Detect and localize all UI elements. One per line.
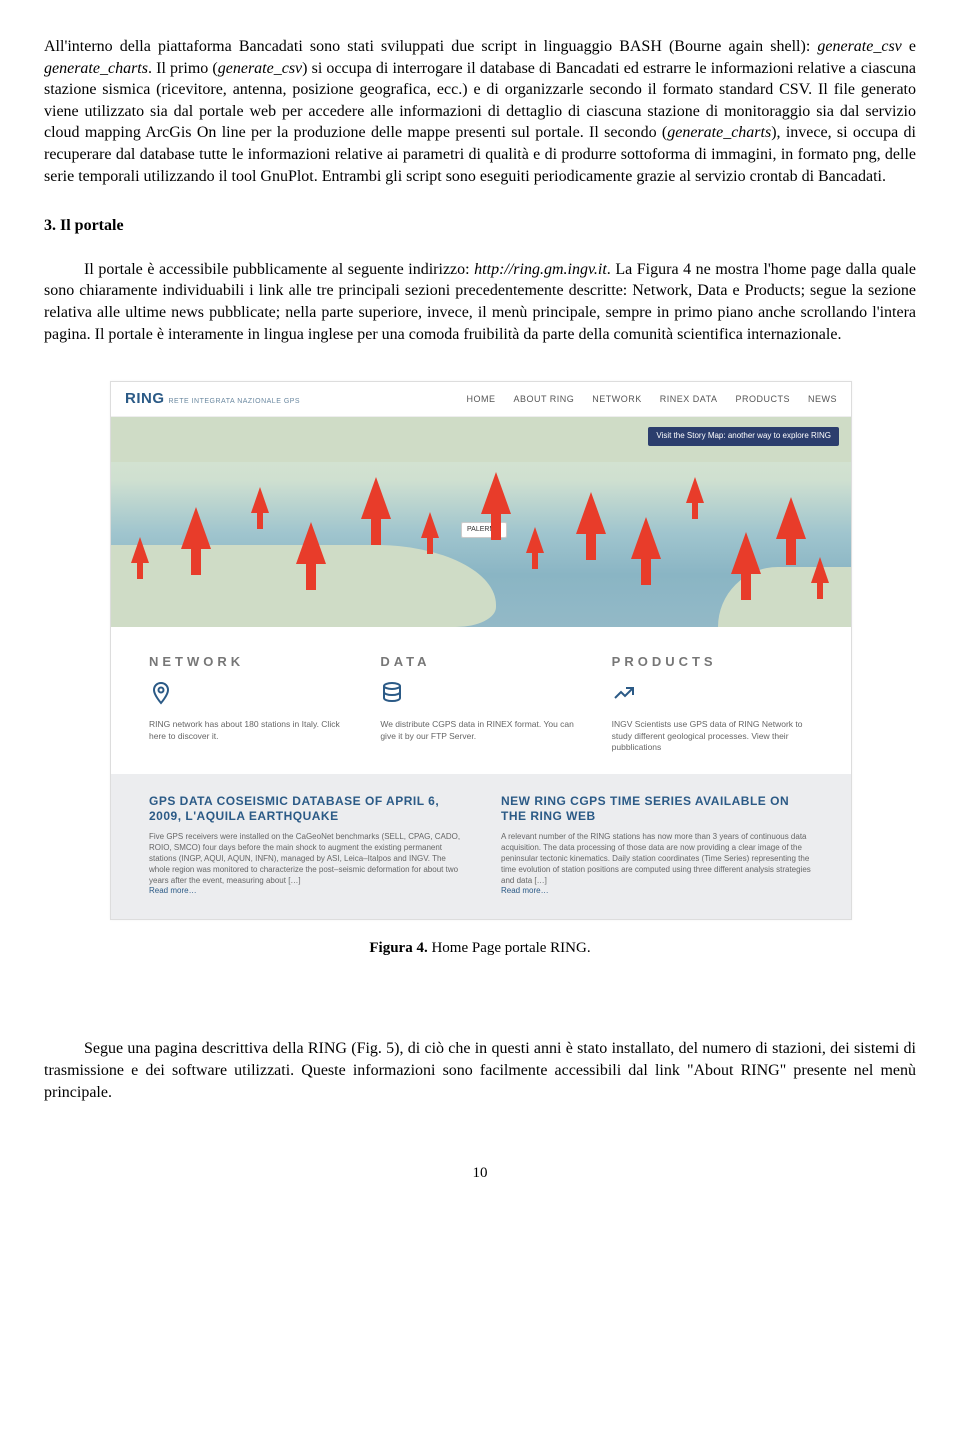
- site-header: RING RETE INTEGRATA NAZIONALE GPS HOME AB…: [111, 382, 851, 417]
- news-section: GPS DATA COSEISMIC DATABASE OF APRIL 6, …: [111, 774, 851, 919]
- script-name: generate_charts: [44, 60, 148, 77]
- pin-icon: [149, 681, 173, 711]
- text: Segue una pagina descrittiva della RING …: [44, 1040, 916, 1100]
- station-arrows: [111, 417, 851, 627]
- station-arrow-icon: [421, 512, 439, 538]
- station-arrow-icon: [361, 477, 391, 519]
- card-text: We distribute CGPS data in RINEX format.…: [380, 719, 581, 743]
- figure-4: RING RETE INTEGRATA NAZIONALE GPS HOME AB…: [110, 381, 850, 958]
- nav-item[interactable]: ABOUT RING: [513, 393, 574, 405]
- hero-map: Visit the Story Map: another way to expl…: [111, 417, 851, 627]
- read-more-link[interactable]: Read more…: [501, 886, 549, 895]
- main-nav: HOME ABOUT RING NETWORK RINEX DATA PRODUCTS N…: [466, 393, 837, 405]
- chart-icon: [612, 681, 636, 711]
- station-arrow-icon: [526, 527, 544, 553]
- news-title: GPS DATA COSEISMIC DATABASE OF APRIL 6, …: [149, 794, 461, 824]
- card-text: RING network has about 180 stations in I…: [149, 719, 350, 743]
- url: http://ring.gm.ingv.it: [474, 261, 607, 278]
- text: Il portale è accessibile pubblicamente a…: [84, 261, 474, 278]
- card[interactable]: NETWORK RING network has about 180 statio…: [149, 653, 350, 754]
- news-title: NEW RING CGPS TIME SERIES AVAILABLE ON T…: [501, 794, 813, 824]
- news-item: NEW RING CGPS TIME SERIES AVAILABLE ON T…: [501, 794, 813, 897]
- card-title: NETWORK: [149, 653, 350, 671]
- station-arrow-icon: [296, 522, 326, 564]
- card-title: DATA: [380, 653, 581, 671]
- logo-text: RING: [125, 389, 165, 409]
- station-arrow-icon: [251, 487, 269, 513]
- read-more-link[interactable]: Read more…: [149, 886, 197, 895]
- nav-item[interactable]: PRODUCTS: [735, 393, 790, 405]
- caption-text: Home Page portale RING.: [428, 940, 591, 956]
- figure-caption: Figura 4. Home Page portale RING.: [110, 938, 850, 958]
- card[interactable]: PRODUCTS INGV Scientists use GPS data of …: [612, 653, 813, 754]
- nav-item[interactable]: NEWS: [808, 393, 837, 405]
- caption-label: Figura 4.: [369, 940, 427, 956]
- ring-logo: RING RETE INTEGRATA NAZIONALE GPS: [125, 389, 300, 409]
- section-heading: 3. Il portale: [44, 215, 916, 237]
- page-number: 10: [44, 1163, 916, 1183]
- station-arrow-icon: [686, 477, 704, 503]
- ring-homepage-screenshot: RING RETE INTEGRATA NAZIONALE GPS HOME AB…: [110, 381, 852, 920]
- card[interactable]: DATA We distribute CGPS data in RINEX for…: [380, 653, 581, 754]
- station-arrow-icon: [481, 472, 511, 514]
- paragraph-following: Segue una pagina descrittiva della RING …: [44, 1038, 916, 1103]
- paragraph-scripts: All'interno della piattaforma Bancadati …: [44, 36, 916, 187]
- script-name: generate_csv: [817, 38, 901, 55]
- paragraph-portal: Il portale è accessibile pubblicamente a…: [44, 259, 916, 345]
- news-text: Five GPS receivers were installed on the…: [149, 832, 461, 897]
- station-arrow-icon: [181, 507, 211, 549]
- card-title: PRODUCTS: [612, 653, 813, 671]
- script-name: generate_csv: [218, 60, 302, 77]
- cards-row: NETWORK RING network has about 180 statio…: [111, 627, 851, 774]
- logo-subtitle: RETE INTEGRATA NAZIONALE GPS: [169, 398, 301, 405]
- text: . Il primo (: [148, 60, 218, 77]
- database-icon: [380, 681, 404, 711]
- news-item: GPS DATA COSEISMIC DATABASE OF APRIL 6, …: [149, 794, 461, 897]
- card-text: INGV Scientists use GPS data of RING Net…: [612, 719, 813, 755]
- nav-item[interactable]: RINEX DATA: [660, 393, 718, 405]
- station-arrow-icon: [811, 557, 829, 583]
- station-arrow-icon: [576, 492, 606, 534]
- script-name: generate_charts: [667, 124, 771, 141]
- station-arrow-icon: [776, 497, 806, 539]
- nav-item[interactable]: NETWORK: [592, 393, 642, 405]
- news-text: A relevant number of the RING stations h…: [501, 832, 813, 897]
- text: e: [902, 38, 916, 55]
- station-arrow-icon: [731, 532, 761, 574]
- station-arrow-icon: [131, 537, 149, 563]
- station-arrow-icon: [631, 517, 661, 559]
- text: All'interno della piattaforma Bancadati …: [44, 38, 817, 55]
- nav-item[interactable]: HOME: [466, 393, 495, 405]
